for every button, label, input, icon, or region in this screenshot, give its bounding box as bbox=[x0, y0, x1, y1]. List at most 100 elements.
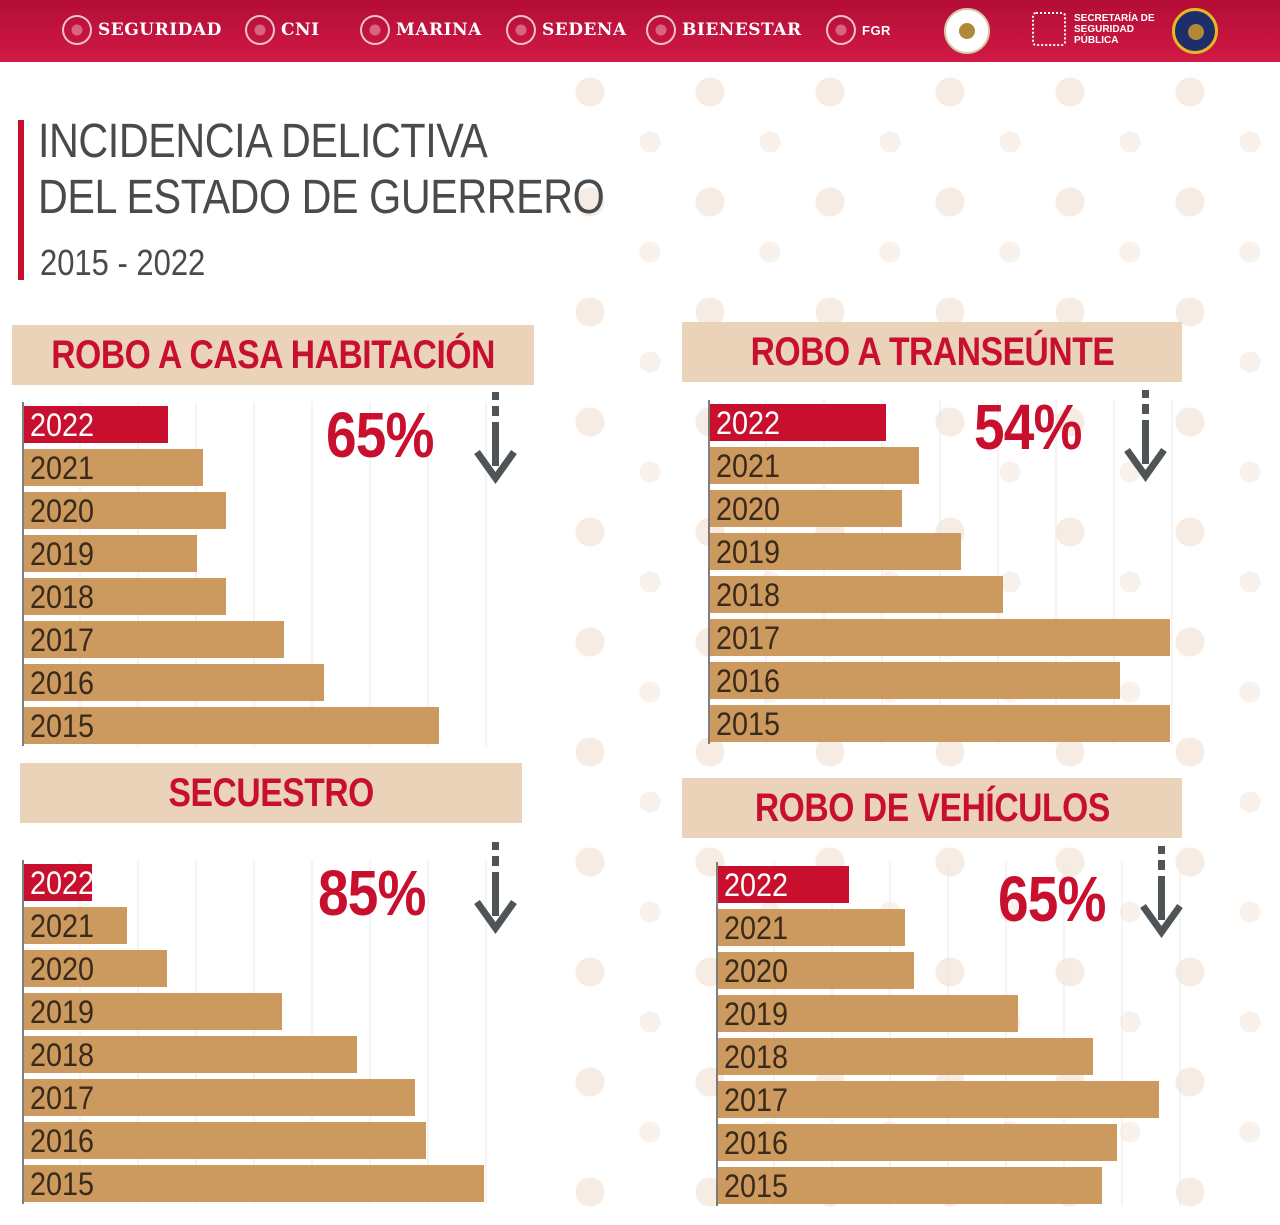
tick-label-2021: 2021 bbox=[716, 448, 780, 484]
bar-2021 bbox=[24, 907, 127, 944]
bar-2016 bbox=[24, 664, 324, 701]
tick-label-2022: 2022 bbox=[724, 867, 788, 903]
bar-2022 bbox=[710, 404, 886, 441]
chart-svg: 2022 2021 2020 2019 2018 2017 2016 2015 bbox=[716, 862, 1181, 1206]
tick-label-2016: 2016 bbox=[716, 663, 780, 699]
bar-2022 bbox=[24, 406, 168, 443]
logo-label: MARINA bbox=[396, 20, 482, 40]
logo-label: SEGURIDAD bbox=[98, 20, 222, 40]
bar-2017 bbox=[718, 1081, 1159, 1118]
tick-label-2020: 2020 bbox=[724, 953, 788, 989]
tick-label-2015: 2015 bbox=[716, 706, 780, 742]
bar-2018 bbox=[24, 578, 226, 615]
bar-2020 bbox=[710, 490, 902, 527]
coat-of-arms-icon bbox=[646, 15, 676, 45]
coat-of-arms-icon bbox=[360, 15, 390, 45]
title-line-1: INCIDENCIA DELICTIVA bbox=[38, 115, 488, 168]
bar-2017 bbox=[24, 621, 284, 658]
bar-2016 bbox=[718, 1124, 1117, 1161]
tick-label-2017: 2017 bbox=[30, 622, 94, 658]
chart-svg: 2022 2021 2020 2019 2018 2017 2016 2015 bbox=[708, 400, 1173, 744]
bar-chart-secuestro: 2022 2021 2020 2019 2018 2017 2016 2015 bbox=[22, 860, 492, 1206]
tick-label-2019: 2019 bbox=[716, 534, 780, 570]
chart-svg: 2022 2021 2020 2019 2018 2017 2016 2015 bbox=[22, 860, 487, 1204]
bar-chart-casa: 2022 2021 2020 2019 2018 2017 2016 2015 bbox=[22, 402, 492, 748]
tick-label-2015: 2015 bbox=[724, 1168, 788, 1204]
bar-2017 bbox=[24, 1079, 415, 1116]
bar-2020 bbox=[24, 950, 167, 987]
change-label-secuestro: 85% bbox=[318, 857, 426, 929]
ssp-text-1: SECRETARÍA DE bbox=[1074, 12, 1155, 24]
bar-2015 bbox=[24, 1165, 484, 1202]
tick-label-2016: 2016 bbox=[30, 1123, 94, 1159]
change-label-transeunte: 54% bbox=[974, 391, 1082, 463]
panel-title-text: ROBO DE VEHÍCULOS bbox=[754, 785, 1110, 830]
bar-2018 bbox=[24, 1036, 357, 1073]
guerrero-seal-icon bbox=[944, 8, 990, 54]
logo-label: BIENESTAR bbox=[682, 20, 802, 40]
bar-2021 bbox=[710, 447, 919, 484]
bar-chart-transeunte: 2022 2021 2020 2019 2018 2017 2016 2015 bbox=[708, 400, 1178, 746]
bar-2020 bbox=[718, 952, 914, 989]
down-arrow-icon bbox=[474, 842, 517, 934]
bar-2022 bbox=[24, 864, 92, 901]
tick-label-2022: 2022 bbox=[30, 407, 94, 443]
chart-svg: 2022 2021 2020 2019 2018 2017 2016 2015 bbox=[22, 402, 487, 746]
bar-2015 bbox=[710, 705, 1170, 742]
bar-2015 bbox=[718, 1167, 1102, 1204]
tick-label-2017: 2017 bbox=[716, 620, 780, 656]
bar-2019 bbox=[710, 533, 961, 570]
bar-2017 bbox=[710, 619, 1170, 656]
panel-title-text: SECUESTRO bbox=[168, 770, 374, 815]
tick-label-2020: 2020 bbox=[716, 491, 780, 527]
tick-label-2018: 2018 bbox=[716, 577, 780, 613]
bar-2018 bbox=[710, 576, 1003, 613]
tick-label-2021: 2021 bbox=[30, 450, 94, 486]
tick-label-2019: 2019 bbox=[30, 536, 94, 572]
panel-title-secuestro: SECUESTRO bbox=[20, 763, 522, 823]
change-label-vehiculos: 65% bbox=[998, 863, 1106, 935]
coat-of-arms-icon bbox=[826, 15, 856, 45]
logo-label: FGR bbox=[862, 22, 891, 38]
tick-label-2015: 2015 bbox=[30, 708, 94, 744]
down-arrow-icon bbox=[1124, 390, 1167, 482]
bar-2021 bbox=[718, 909, 905, 946]
logo-seguridad: SEGURIDAD bbox=[62, 10, 222, 50]
tick-label-2017: 2017 bbox=[724, 1082, 788, 1118]
logo-marina: MARINA bbox=[360, 10, 482, 50]
logo-bienestar: BIENESTAR bbox=[646, 10, 802, 50]
bar-chart-vehiculos: 2022 2021 2020 2019 2018 2017 2016 2015 bbox=[716, 862, 1186, 1208]
bar-2019 bbox=[24, 993, 282, 1030]
ssp-text-3: PÚBLICA bbox=[1074, 34, 1119, 46]
down-arrow-icon bbox=[474, 392, 517, 484]
logo-ssp: SECRETARÍA DE SEGURIDAD PÚBLICA bbox=[1032, 12, 1155, 46]
panel-title-text: ROBO A CASA HABITACIÓN bbox=[51, 332, 495, 377]
tick-label-2016: 2016 bbox=[30, 665, 94, 701]
panel-title-transeunte: ROBO A TRANSEÚNTE bbox=[682, 322, 1182, 382]
tick-label-2016: 2016 bbox=[724, 1125, 788, 1161]
bar-2018 bbox=[718, 1038, 1093, 1075]
coat-of-arms-icon bbox=[245, 15, 275, 45]
tick-label-2017: 2017 bbox=[30, 1080, 94, 1116]
ssp-text-2: SEGURIDAD bbox=[1074, 23, 1135, 35]
tick-label-2021: 2021 bbox=[30, 908, 94, 944]
tick-label-2018: 2018 bbox=[724, 1039, 788, 1075]
tick-label-2022: 2022 bbox=[30, 865, 94, 901]
tick-label-2020: 2020 bbox=[30, 493, 94, 529]
logo-label: CNI bbox=[281, 20, 320, 40]
bar-2019 bbox=[718, 995, 1018, 1032]
header-banner: SEGURIDAD CNI MARINA SEDENA BIENESTAR FG… bbox=[0, 0, 1280, 62]
title-accent-bar bbox=[18, 120, 24, 280]
bar-2022 bbox=[718, 866, 849, 903]
tick-label-2018: 2018 bbox=[30, 579, 94, 615]
tick-label-2018: 2018 bbox=[30, 1037, 94, 1073]
coat-of-arms-icon bbox=[506, 15, 536, 45]
panel-title-casa: ROBO A CASA HABITACIÓN bbox=[12, 325, 534, 385]
bar-2021 bbox=[24, 449, 203, 486]
down-arrow-icon bbox=[1140, 846, 1183, 938]
ssp-emblem-icon bbox=[1032, 12, 1066, 46]
bar-2019 bbox=[24, 535, 197, 572]
panel-title-text: ROBO A TRANSEÚNTE bbox=[750, 329, 1114, 374]
tick-label-2022: 2022 bbox=[716, 405, 780, 441]
bar-2015 bbox=[24, 707, 439, 744]
